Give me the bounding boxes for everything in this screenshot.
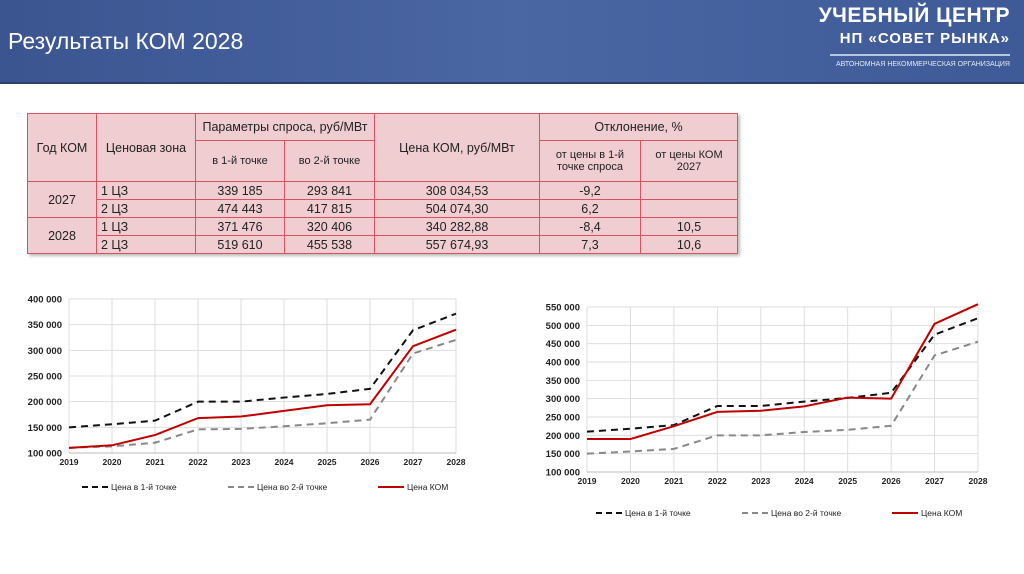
x-tick-label: 2027 <box>404 457 423 467</box>
x-tick-label: 2024 <box>275 457 294 467</box>
chart-2: 100 000 150 000 200 000 250 000 300 000 350 0… <box>546 303 988 519</box>
header-banner: Результаты КОМ 2028 УЧЕБНЫЙ ЦЕНТР НП «СО… <box>0 0 1024 84</box>
x-tick-label: 2022 <box>708 476 727 486</box>
table-row: 2027 1 ЦЗ 339 185 293 841 308 034,53 -9,2 <box>27 181 738 218</box>
x-tick-label: 2020 <box>621 476 640 486</box>
x-tick-label: 2019 <box>60 457 79 467</box>
x-tick-label: 2023 <box>232 457 251 467</box>
brand-line-2: НП «СОВЕТ РЫНКА» <box>839 30 1010 47</box>
y-tick-label: 150 000 <box>546 449 580 460</box>
legend-label: Цена во 2-й точке <box>771 508 842 518</box>
x-tick-label: 2021 <box>146 457 165 467</box>
legend-label: Цена КОМ <box>407 482 448 492</box>
series-line-1 <box>68 312 457 429</box>
th-dev2: от цены КОМ 2027 <box>640 140 738 182</box>
y-tick-label: 100 000 <box>28 449 62 460</box>
legend-label: Цена во 2-й точке <box>257 482 328 492</box>
x-tick-label: 2028 <box>447 457 466 467</box>
th-dev1: от цены в 1-й точке спроса <box>539 140 641 182</box>
cell-p2: 455 538 <box>284 235 375 254</box>
cell-zone: 1 ЦЗ <box>96 181 196 200</box>
x-tick-label: 2023 <box>751 476 770 486</box>
brand-line-3: АВТОНОМНАЯ НЕКОММЕРЧЕСКАЯ ОРГАНИЗАЦИЯ <box>836 61 1010 68</box>
cell-price: 340 282,88 <box>374 217 540 236</box>
x-tick-label: 2025 <box>838 476 857 486</box>
x-tick-label: 2025 <box>318 457 337 467</box>
brand-divider <box>830 54 1010 56</box>
x-tick-label: 2028 <box>969 476 988 486</box>
y-tick-label: 450 000 <box>546 339 580 350</box>
cell-dev2: 10,6 <box>640 235 738 254</box>
page-title: Результаты КОМ 2028 <box>8 28 244 54</box>
th-zone: Ценовая зона <box>96 113 196 182</box>
cell-zone: 2 ЦЗ <box>96 235 196 254</box>
series-line-3 <box>68 328 457 449</box>
series-line-3 <box>587 303 979 440</box>
legend-label: Цена КОМ <box>921 508 962 518</box>
cell-p2: 320 406 <box>284 217 375 236</box>
x-tick-label: 2027 <box>925 476 944 486</box>
y-tick-label: 550 000 <box>546 303 580 314</box>
table-row: 2 ЦЗ 474 443 417 815 504 074,30 6,2 <box>28 199 738 218</box>
brand-line-1: УЧЕБНЫЙ ЦЕНТР <box>818 4 1010 27</box>
series-line-1 <box>586 317 979 433</box>
y-tick-label: 250 000 <box>28 372 62 383</box>
x-tick-label: 2019 <box>578 476 597 486</box>
cell-price: 504 074,30 <box>374 199 540 218</box>
x-tick-label: 2026 <box>882 476 901 486</box>
cell-p1: 519 610 <box>195 235 285 254</box>
y-tick-label: 300 000 <box>546 394 580 405</box>
y-tick-label: 400 000 <box>546 358 580 369</box>
y-tick-label: 350 000 <box>546 376 580 387</box>
results-table: Год КОМ Ценовая зона Параметры спроса, р… <box>27 113 738 254</box>
y-tick-label: 100 000 <box>546 468 580 479</box>
y-tick-label: 400 000 <box>28 295 62 306</box>
x-tick-label: 2020 <box>103 457 122 467</box>
y-tick-label: 200 000 <box>28 397 62 408</box>
y-tick-label: 350 000 <box>28 320 62 331</box>
cell-year: 2028 <box>27 217 97 254</box>
th-p1: в 1-й точке <box>195 140 285 182</box>
y-tick-label: 200 000 <box>546 431 580 442</box>
series-line-2 <box>586 340 979 455</box>
table-row: 2 ЦЗ 519 610 455 538 557 674,93 7,3 10,6 <box>28 235 738 254</box>
y-tick-label: 500 000 <box>546 321 580 332</box>
series-line-2 <box>68 338 457 449</box>
cell-dev2: 10,5 <box>640 217 738 236</box>
x-tick-label: 2024 <box>795 476 814 486</box>
y-tick-label: 300 000 <box>28 346 62 357</box>
th-dev: Отклонение, % <box>539 113 738 141</box>
x-tick-label: 2021 <box>664 476 683 486</box>
chart-1: 100 000 150 000 200 000 250 000 300 000 350 0… <box>28 295 466 493</box>
legend-label: Цена в 1-й точке <box>625 508 691 518</box>
y-tick-label: 150 000 <box>28 423 62 434</box>
th-p2: во 2-й точке <box>284 140 375 182</box>
cell-zone: 2 ЦЗ <box>96 199 196 218</box>
cell-price: 308 034,53 <box>374 181 540 200</box>
x-tick-label: 2026 <box>361 457 380 467</box>
legend-label: Цена в 1-й точке <box>111 482 177 492</box>
y-tick-label: 250 000 <box>546 413 580 424</box>
cell-dev1: 7,3 <box>539 235 641 254</box>
th-price: Цена КОМ, руб/МВт <box>374 113 540 182</box>
x-tick-label: 2022 <box>189 457 208 467</box>
